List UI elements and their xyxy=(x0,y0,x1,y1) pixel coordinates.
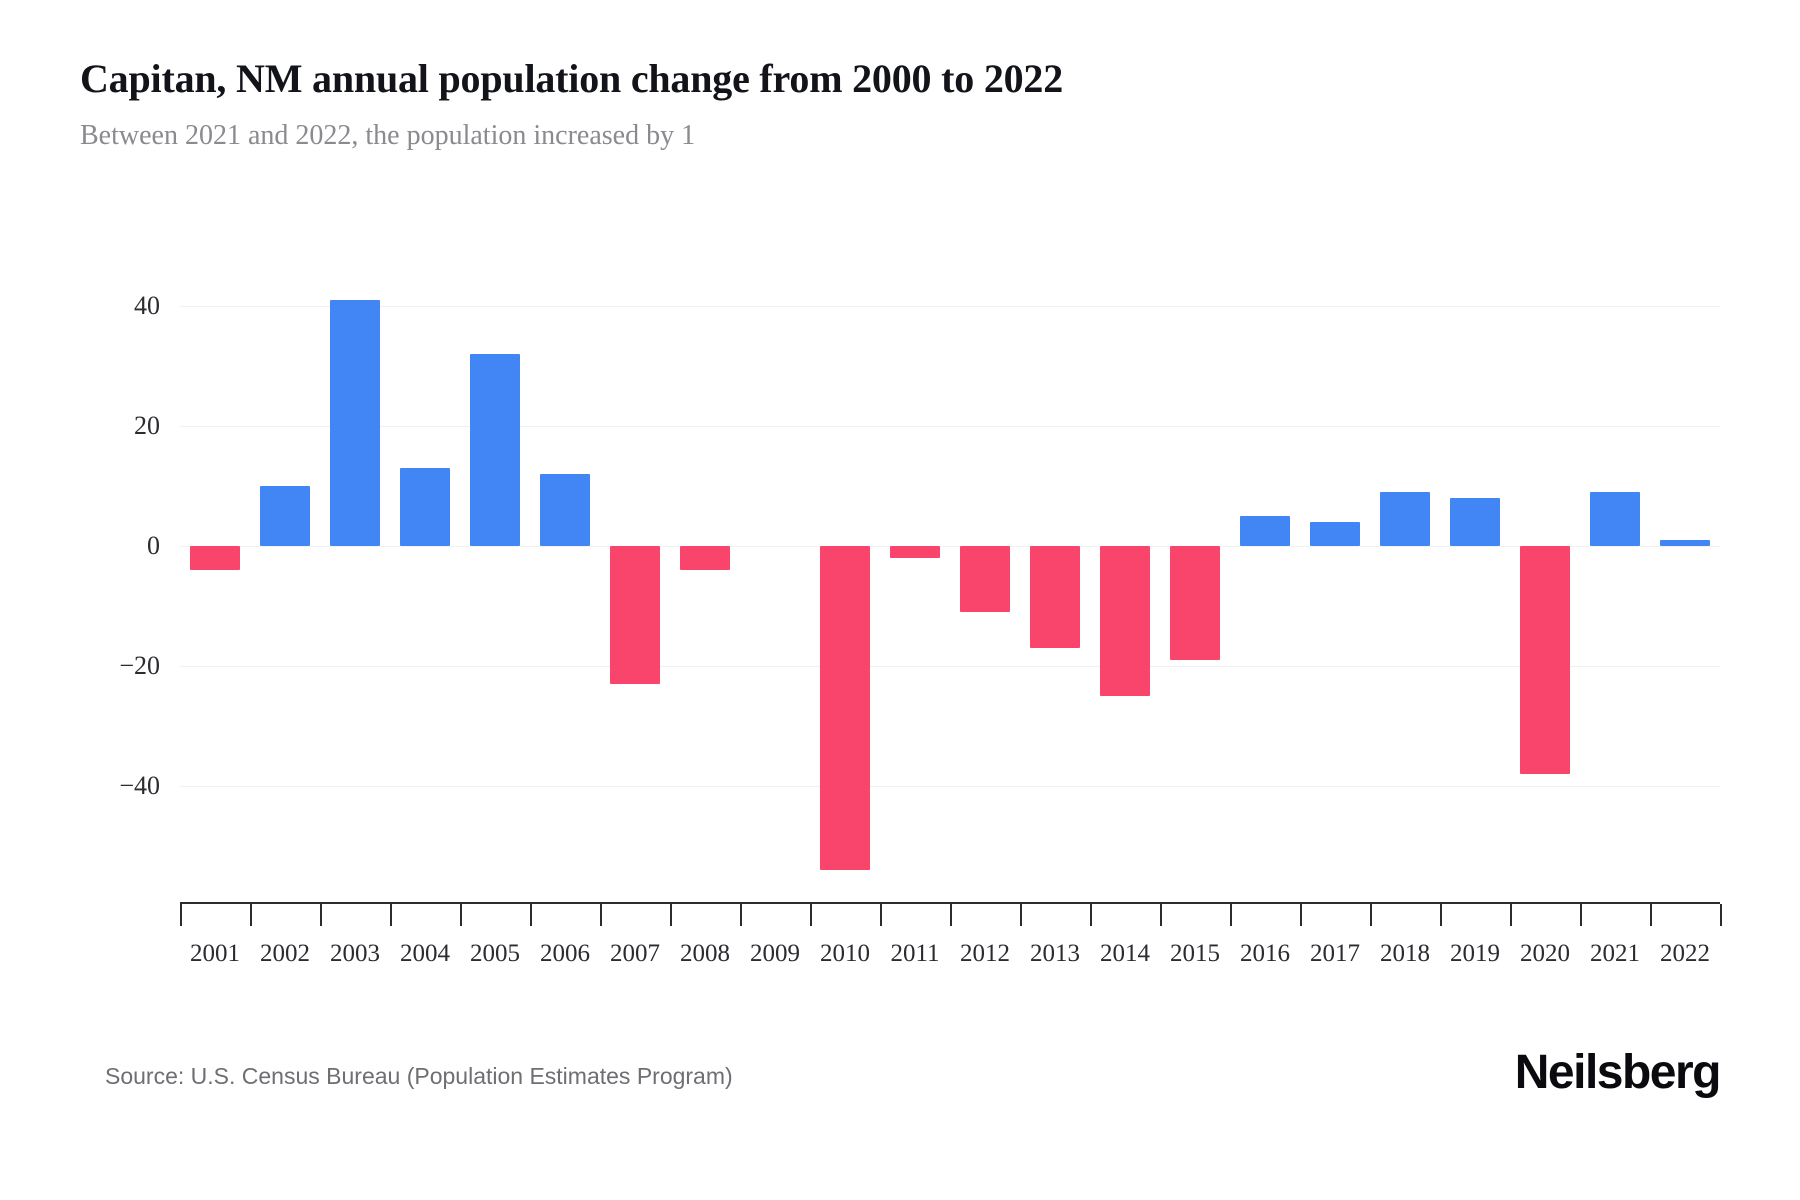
x-tick xyxy=(1230,904,1232,926)
x-tick xyxy=(1650,904,1652,926)
x-tick-label-2010: 2010 xyxy=(820,940,870,967)
x-tick xyxy=(530,904,532,926)
x-tick-label-2013: 2013 xyxy=(1030,940,1080,967)
x-tick-label-2008: 2008 xyxy=(680,940,730,967)
x-tick-label-2018: 2018 xyxy=(1380,940,1430,967)
x-tick-label-2020: 2020 xyxy=(1520,940,1570,967)
x-tick xyxy=(1440,904,1442,926)
bar-2022[interactable] xyxy=(1659,540,1711,546)
y-tick-label: 40 xyxy=(134,291,160,320)
x-tick-label-2016: 2016 xyxy=(1240,940,1290,967)
x-tick-label-2009: 2009 xyxy=(750,940,800,967)
x-tick xyxy=(1720,904,1722,926)
x-tick xyxy=(1160,904,1162,926)
y-tick-label: −40 xyxy=(119,771,160,800)
x-tick-label-2021: 2021 xyxy=(1590,940,1640,967)
x-tick xyxy=(460,904,462,926)
bar-2001[interactable] xyxy=(189,546,241,570)
brand-logo: Neilsberg xyxy=(1514,1046,1722,1099)
x-tick xyxy=(950,904,952,926)
x-tick-label-2001: 2001 xyxy=(190,940,240,967)
bar-2019[interactable] xyxy=(1449,498,1501,546)
x-tick-label-2004: 2004 xyxy=(400,940,450,967)
bar-2005[interactable] xyxy=(469,354,521,546)
plot-area xyxy=(180,300,1720,886)
bar-2014[interactable] xyxy=(1099,546,1151,696)
bar-2007[interactable] xyxy=(609,546,661,684)
gridline--20 xyxy=(180,666,1720,667)
x-tick xyxy=(1090,904,1092,926)
bar-2006[interactable] xyxy=(539,474,591,546)
x-tick xyxy=(670,904,672,926)
bar-2008[interactable] xyxy=(679,546,731,570)
x-tick-label-2003: 2003 xyxy=(330,940,380,967)
x-tick-label-2022: 2022 xyxy=(1660,940,1710,967)
bar-2012[interactable] xyxy=(959,546,1011,612)
source-note: Source: U.S. Census Bureau (Population E… xyxy=(105,1063,733,1089)
x-tick xyxy=(1580,904,1582,926)
x-tick-label-2005: 2005 xyxy=(470,940,520,967)
bar-2021[interactable] xyxy=(1589,492,1641,546)
x-tick xyxy=(1370,904,1372,926)
gridline-40 xyxy=(180,306,1720,307)
bar-2016[interactable] xyxy=(1239,516,1291,546)
bar-2004[interactable] xyxy=(399,468,451,546)
x-tick-label-2015: 2015 xyxy=(1170,940,1220,967)
x-tick xyxy=(810,904,812,926)
x-tick-label-2014: 2014 xyxy=(1100,940,1150,967)
x-tick-label-2017: 2017 xyxy=(1310,940,1360,967)
y-tick-label: 0 xyxy=(147,531,160,560)
x-tick xyxy=(1020,904,1022,926)
x-tick xyxy=(1300,904,1302,926)
x-tick-label-2019: 2019 xyxy=(1450,940,1500,967)
x-tick xyxy=(320,904,322,926)
y-tick-label: −20 xyxy=(119,651,160,680)
bar-2013[interactable] xyxy=(1029,546,1081,648)
y-tick-label: 20 xyxy=(134,411,160,440)
bar-2003[interactable] xyxy=(329,300,381,546)
x-tick xyxy=(740,904,742,926)
x-tick-label-2002: 2002 xyxy=(260,940,310,967)
x-tick-label-2007: 2007 xyxy=(610,940,660,967)
x-tick-label-2011: 2011 xyxy=(890,940,940,967)
x-tick xyxy=(390,904,392,926)
x-tick-label-2012: 2012 xyxy=(960,940,1010,967)
x-tick xyxy=(1510,904,1512,926)
gridline--40 xyxy=(180,786,1720,787)
bar-2017[interactable] xyxy=(1309,522,1361,546)
gridline-20 xyxy=(180,426,1720,427)
bar-2002[interactable] xyxy=(259,486,311,546)
bar-2010[interactable] xyxy=(819,546,871,870)
page-title: Capitan, NM annual population change fro… xyxy=(80,56,1064,101)
x-tick-label-2006: 2006 xyxy=(540,940,590,967)
chart-subtitle: Between 2021 and 2022, the population in… xyxy=(80,120,696,151)
bar-2018[interactable] xyxy=(1379,492,1431,546)
bar-2020[interactable] xyxy=(1519,546,1571,774)
x-tick xyxy=(250,904,252,926)
x-tick xyxy=(880,904,882,926)
x-axis-line xyxy=(180,902,1720,904)
x-tick xyxy=(600,904,602,926)
gridline-0 xyxy=(180,546,1720,547)
bar-2015[interactable] xyxy=(1169,546,1221,660)
x-tick xyxy=(180,904,182,926)
bar-2011[interactable] xyxy=(889,546,941,558)
